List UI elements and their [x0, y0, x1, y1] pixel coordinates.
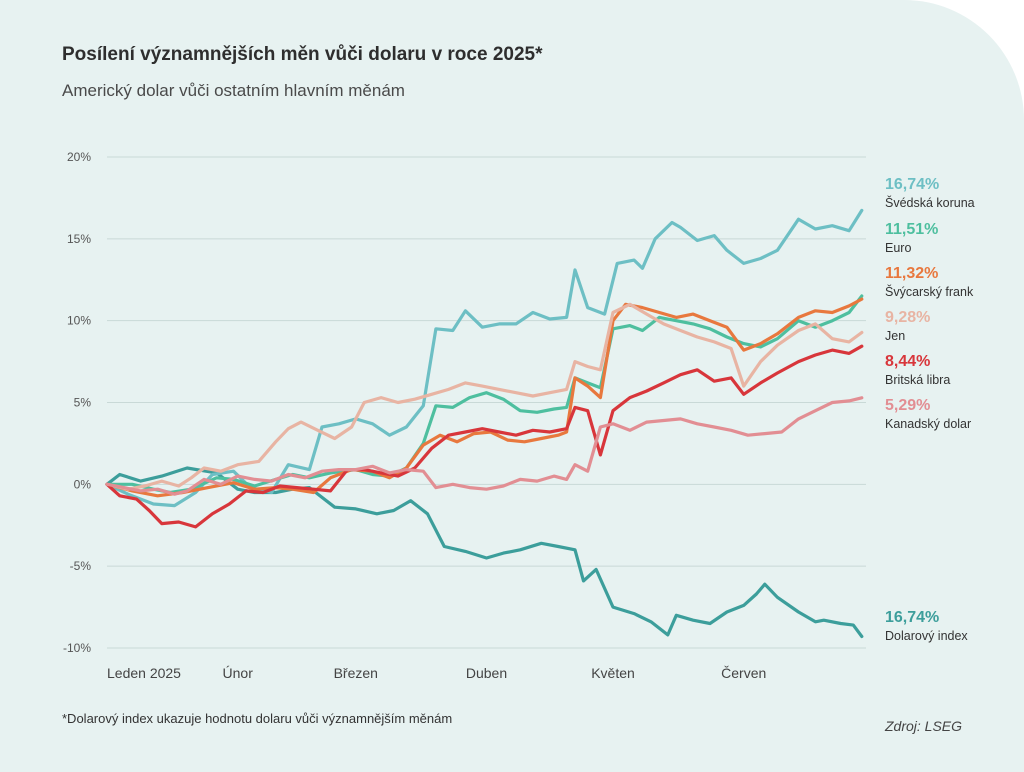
legend-item-chf: 11,32% Švýcarský frank: [885, 265, 973, 300]
legend-item-sek: 16,74% Švédská koruna: [885, 176, 975, 211]
legend-name-chf: Švýcarský frank: [885, 285, 974, 299]
x-tick-label: Únor: [223, 665, 254, 681]
x-tick-label: Březen: [334, 665, 378, 681]
y-axis-ticks: 20% 15% 10% 5% 0% -5% -10%: [63, 150, 91, 655]
legend-item-eur: 11,51% Euro: [885, 221, 938, 256]
legend-item-cad: 5,29% Kanadský dolar: [885, 397, 971, 432]
series-line-dxy: [105, 466, 864, 639]
legend-name-jpy: Jen: [885, 329, 906, 343]
legend-name-sek: Švédská koruna: [885, 196, 975, 210]
chart-subtitle: Americký dolar vůči ostatním hlavním měn…: [62, 81, 405, 100]
legend-name-eur: Euro: [885, 241, 912, 255]
y-tick-label: 5%: [74, 396, 92, 410]
legend-name-gbp: Britská libra: [885, 373, 951, 387]
legend-value-jpy: 9,28%: [885, 309, 931, 326]
chart-title: Posílení významnějších měn vůči dolaru v…: [62, 44, 543, 65]
legend-item-dxy: 16,74% Dolarový index: [885, 609, 968, 644]
y-tick-label: 20%: [67, 150, 91, 164]
legend-value-gbp: 8,44%: [885, 353, 931, 370]
legend-value-sek: 16,74%: [885, 176, 940, 193]
x-tick-label: Duben: [466, 665, 507, 681]
y-tick-label: 15%: [67, 232, 91, 246]
x-axis-ticks: Leden 2025 Únor Březen Duben Květen Červen: [107, 665, 766, 681]
legend-item-gbp: 8,44% Britská libra: [885, 353, 950, 388]
legend-value-eur: 11,51%: [885, 221, 939, 238]
gridlines: [107, 156, 866, 649]
footnote: *Dolarový index ukazuje hodnotu dolaru v…: [62, 711, 453, 726]
legend-item-jpy: 9,28% Jen: [885, 309, 930, 344]
legend-value-cad: 5,29%: [885, 397, 931, 414]
series-line-gbp: [105, 344, 864, 529]
series-line-chf: [105, 297, 864, 498]
y-tick-label: -10%: [63, 641, 91, 655]
series-line-sek: [105, 208, 864, 508]
series-lines: [105, 208, 864, 639]
y-tick-label: 0%: [74, 477, 92, 491]
legend-name-dxy: Dolarový index: [885, 629, 968, 643]
series-line-cad: [105, 396, 864, 496]
x-tick-label: Červen: [721, 665, 766, 681]
legend-name-cad: Kanadský dolar: [885, 417, 972, 431]
y-tick-label: 10%: [67, 314, 91, 328]
series-line-jpy: [105, 302, 864, 491]
legend-value-dxy: 16,74%: [885, 609, 940, 626]
source-note: Zdroj: LSEG: [885, 718, 963, 734]
x-tick-label: Květen: [591, 665, 635, 681]
legend-value-chf: 11,32%: [885, 265, 939, 282]
x-tick-label: Leden 2025: [107, 665, 181, 681]
y-tick-label: -5%: [70, 559, 92, 573]
